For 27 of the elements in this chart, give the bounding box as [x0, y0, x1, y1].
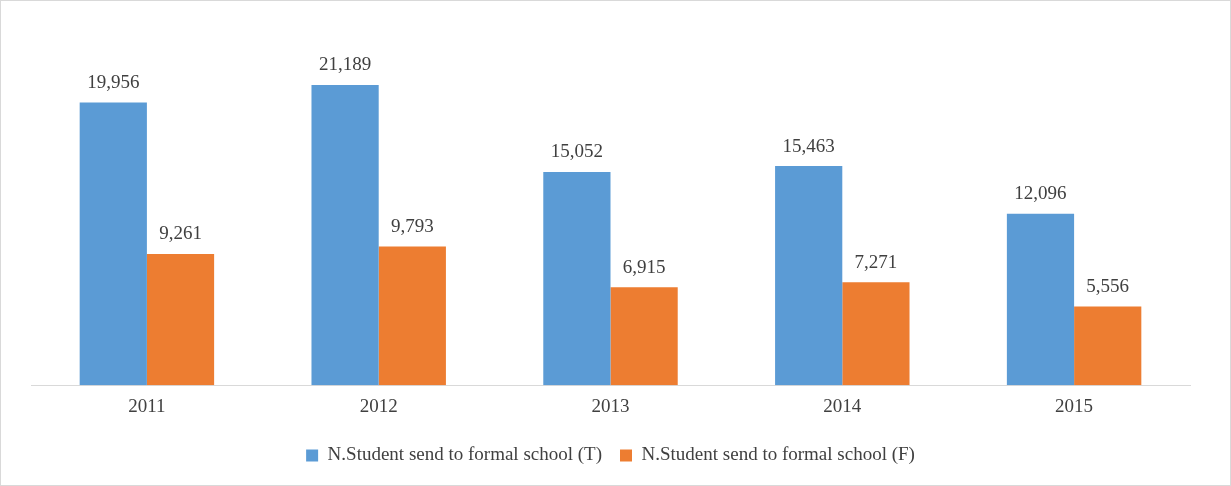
x-tick-label: 2012	[359, 394, 398, 416]
x-tick-label: 2011	[128, 394, 166, 416]
legend-label: N.Student send to formal school (F)	[641, 443, 915, 466]
bar	[311, 84, 379, 386]
bar	[146, 253, 215, 386]
bar	[1006, 213, 1075, 386]
data-label: 12,096	[1014, 182, 1067, 204]
data-label: 21,189	[318, 53, 372, 75]
data-label: 15,463	[782, 134, 835, 156]
x-tick-label: 2014	[823, 394, 862, 416]
bar	[79, 102, 147, 386]
bar	[378, 246, 446, 386]
legend-label: N.Student send to formal school (T)	[327, 443, 603, 466]
data-label: 9,261	[159, 222, 202, 244]
bar	[842, 282, 910, 386]
data-label: 5,556	[1086, 274, 1130, 296]
data-label: 6,915	[622, 255, 666, 277]
data-label: 7,271	[854, 250, 898, 272]
x-tick-label: 2013	[591, 394, 630, 416]
x-tick-label: 2015	[1055, 394, 1094, 416]
bar	[1074, 306, 1142, 386]
bar	[543, 171, 611, 386]
bar	[775, 166, 843, 386]
data-label: 9,793	[390, 214, 434, 236]
data-label: 15,052	[550, 140, 604, 162]
bar	[610, 287, 678, 386]
data-label: 19,956	[87, 70, 140, 92]
